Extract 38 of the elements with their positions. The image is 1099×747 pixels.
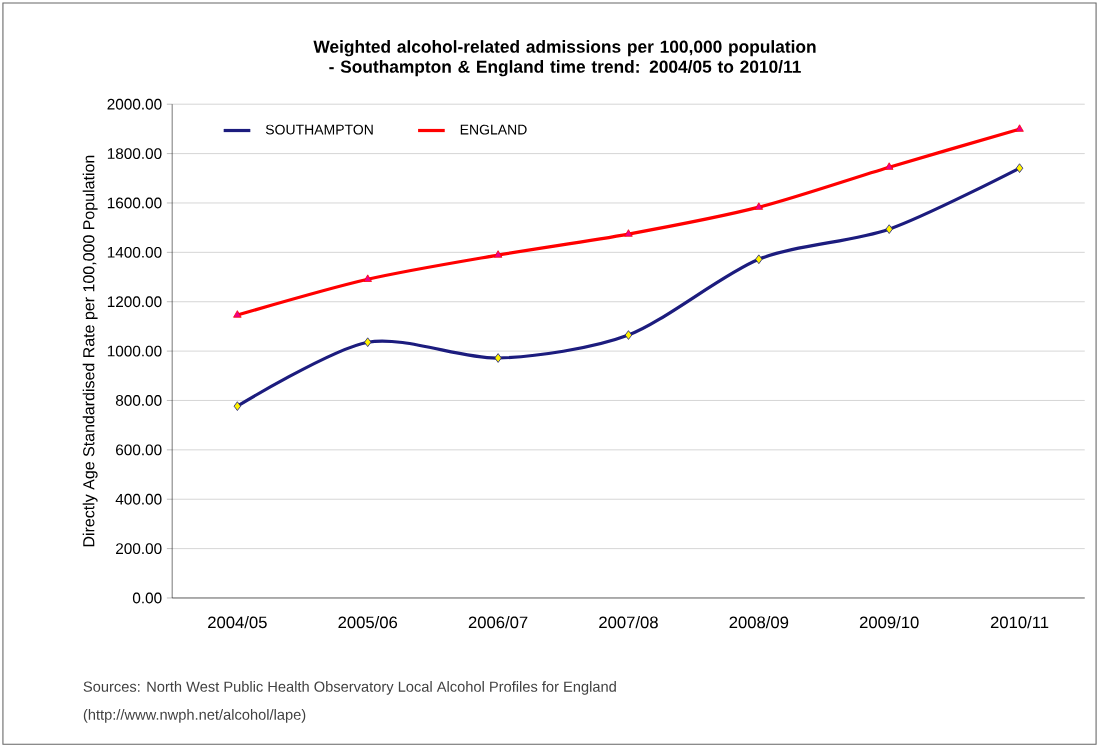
y-tick-label: 1600.00 <box>107 197 162 209</box>
x-tick-label: 2009/10 <box>859 615 919 629</box>
y-tick-label: 1200.00 <box>107 296 162 308</box>
y-tick-label: 2000.00 <box>107 98 162 110</box>
point <box>885 224 893 234</box>
y-tick-label: 400.00 <box>115 493 162 505</box>
point <box>494 353 502 363</box>
point <box>233 401 242 411</box>
point <box>233 310 242 318</box>
y-tick-label: 600.00 <box>116 444 162 456</box>
x-tick-label: 2006/07 <box>468 615 528 629</box>
y-tick-label: 1800.00 <box>107 148 162 159</box>
y-tick-label: 0.00 <box>132 592 162 604</box>
x-tick-label: 2008/09 <box>729 615 789 629</box>
legend-label: SOUTHAMPTON <box>265 124 373 135</box>
chart-title: Weighted alcohol-related admissions per 100,000 population - Southampton & England time trend: 2004/05 to 2010/11 <box>313 40 816 77</box>
point <box>493 250 503 258</box>
point <box>754 202 764 210</box>
y-axis-title: Directly Age Standardised Rate per 100,000 Population <box>82 155 98 547</box>
x-tick-label: 2007/08 <box>599 615 658 629</box>
point <box>884 162 894 170</box>
legend-label: ENGLAND <box>460 124 527 135</box>
x-tick-label: 2004/05 <box>208 615 267 629</box>
point <box>755 254 763 264</box>
y-tick-label: 1000.00 <box>107 345 162 357</box>
source-note: Sources: North West Public Health Observatory Local Alcohol Profiles for England <box>83 681 616 695</box>
x-tick-label: 2005/06 <box>338 615 398 629</box>
x-tick-label: 2010/11 <box>990 615 1049 629</box>
text: (http://www.nwph.net/alcohol/lape) <box>83 709 306 723</box>
point <box>624 330 633 340</box>
y-tick-label: 200.00 <box>116 543 162 554</box>
point <box>363 274 372 282</box>
point <box>1015 124 1024 132</box>
point <box>364 337 372 347</box>
point <box>1015 163 1024 173</box>
point <box>624 229 633 237</box>
y-tick-label: 1400.00 <box>107 246 162 258</box>
y-tick-label: 800.00 <box>115 394 162 406</box>
